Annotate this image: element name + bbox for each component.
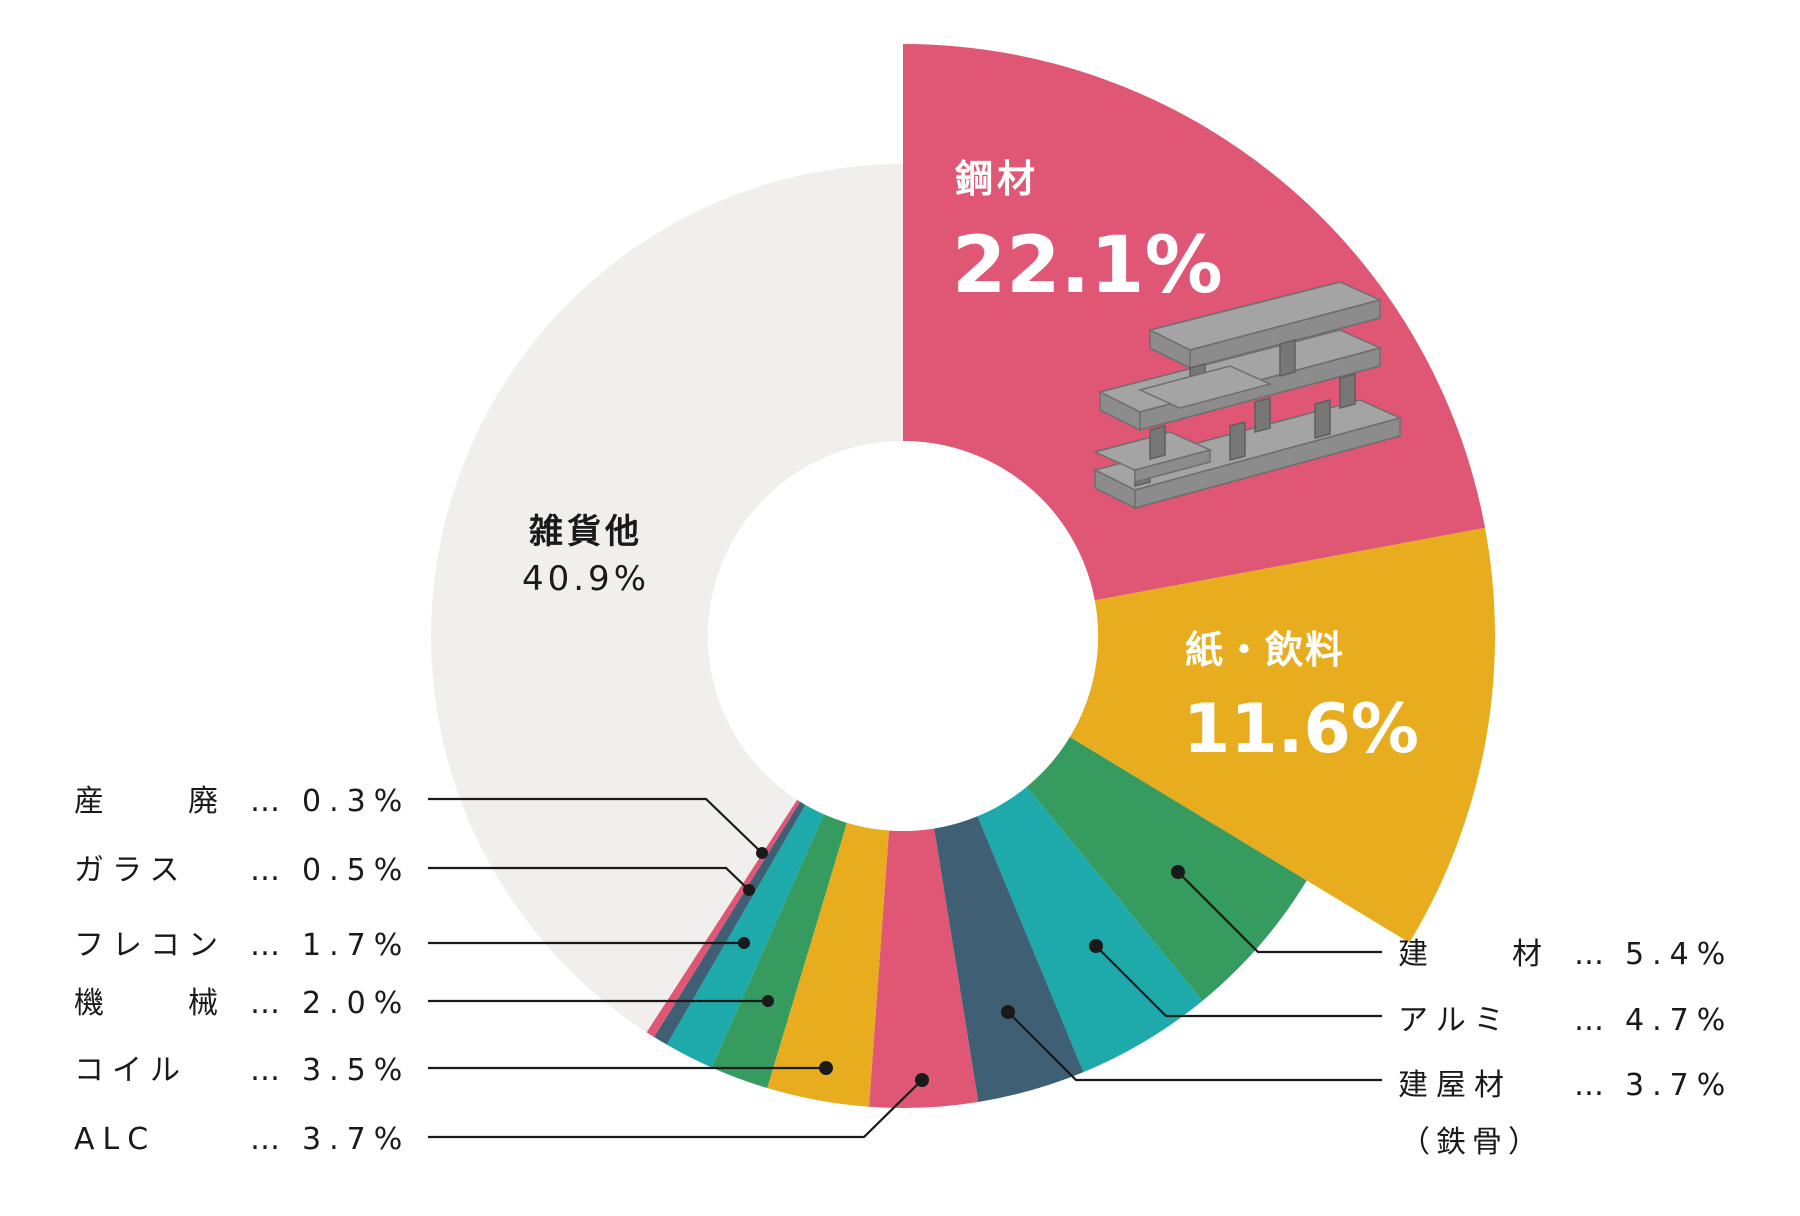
paper-value: 11.6% [1183, 690, 1419, 769]
label-coil-dots: … [250, 1053, 288, 1088]
slice-3 [977, 786, 1203, 1073]
label-sanpai-dots: … [250, 784, 288, 819]
misc-value: 40.9% [522, 559, 650, 599]
label-flecon-value: 1.7% [302, 928, 410, 963]
label-coil-name: コイル [74, 1053, 188, 1088]
slice-5 [868, 828, 979, 1108]
label-kenzai-name: 建 材 [1398, 937, 1550, 972]
slice-1 [1069, 527, 1495, 943]
label-glass-name: ガラス [74, 853, 187, 888]
label-kikai-value: 2.0% [302, 986, 410, 1021]
label-tateyazai-value: 3.7% [1625, 1068, 1733, 1103]
slice-2 [1026, 737, 1307, 1001]
misc-label: 雑貨他 [528, 512, 643, 552]
label-alc-value: 3.7% [302, 1122, 410, 1157]
slice-10 [646, 799, 801, 1038]
leader-line-sanpai [428, 797, 763, 854]
paper-label: 紙・飲料 [1185, 628, 1345, 672]
label-glass-dots: … [250, 853, 288, 888]
steel-beams-icon [1092, 281, 1403, 510]
label-tateyazai-name: 建屋材 [1398, 1068, 1512, 1103]
slice-7 [711, 814, 847, 1089]
label-coil-value: 3.5% [302, 1053, 410, 1088]
leader-lines [428, 797, 1382, 1139]
slice-11 [431, 164, 903, 1033]
slice-9 [654, 801, 806, 1045]
leader-line-alumi [1095, 945, 1382, 1018]
label-tateyazai-dots: … [1574, 1068, 1612, 1103]
slice-6 [767, 822, 889, 1107]
label-kikai-dots: … [250, 986, 288, 1021]
label-kikai-name: 機 械 [74, 986, 226, 1021]
leader-line-glass [428, 866, 750, 891]
label-kenzai-dots: … [1574, 937, 1612, 972]
label-tateyazai-note: （鉄骨） [1400, 1125, 1544, 1160]
slices-group [431, 44, 1495, 1108]
donut-hole [708, 441, 1098, 831]
label-flecon-dots: … [250, 928, 288, 963]
left-labels: 産 廃 … 0.3% ガラス … 0.5% フレコン … 1.7% 機 械 … … [74, 784, 410, 1157]
steel-value: 22.1% [952, 221, 1223, 311]
label-glass-value: 0.5% [302, 853, 410, 888]
steel-label: 鋼材 [955, 157, 1039, 201]
label-flecon-name: フレコン [74, 928, 226, 963]
label-alumi-dots: … [1574, 1003, 1612, 1038]
leader-line-alc [428, 1079, 923, 1139]
slice-4 [934, 816, 1084, 1102]
label-alc-name: ALC [74, 1122, 156, 1157]
label-alumi-name: アルミ [1398, 1003, 1512, 1038]
label-alc-dots: … [250, 1122, 288, 1157]
label-sanpai-value: 0.3% [302, 784, 410, 819]
label-sanpai-name: 産 廃 [74, 784, 226, 819]
right-labels: 建 材 … 5.4% アルミ … 4.7% 建屋材 … 3.7% （鉄骨） [1398, 937, 1733, 1160]
label-alumi-value: 4.7% [1625, 1003, 1733, 1038]
leader-line-tateyazai [1007, 1011, 1382, 1082]
label-kenzai-value: 5.4% [1625, 937, 1733, 972]
leader-line-kenzai [1177, 871, 1382, 954]
